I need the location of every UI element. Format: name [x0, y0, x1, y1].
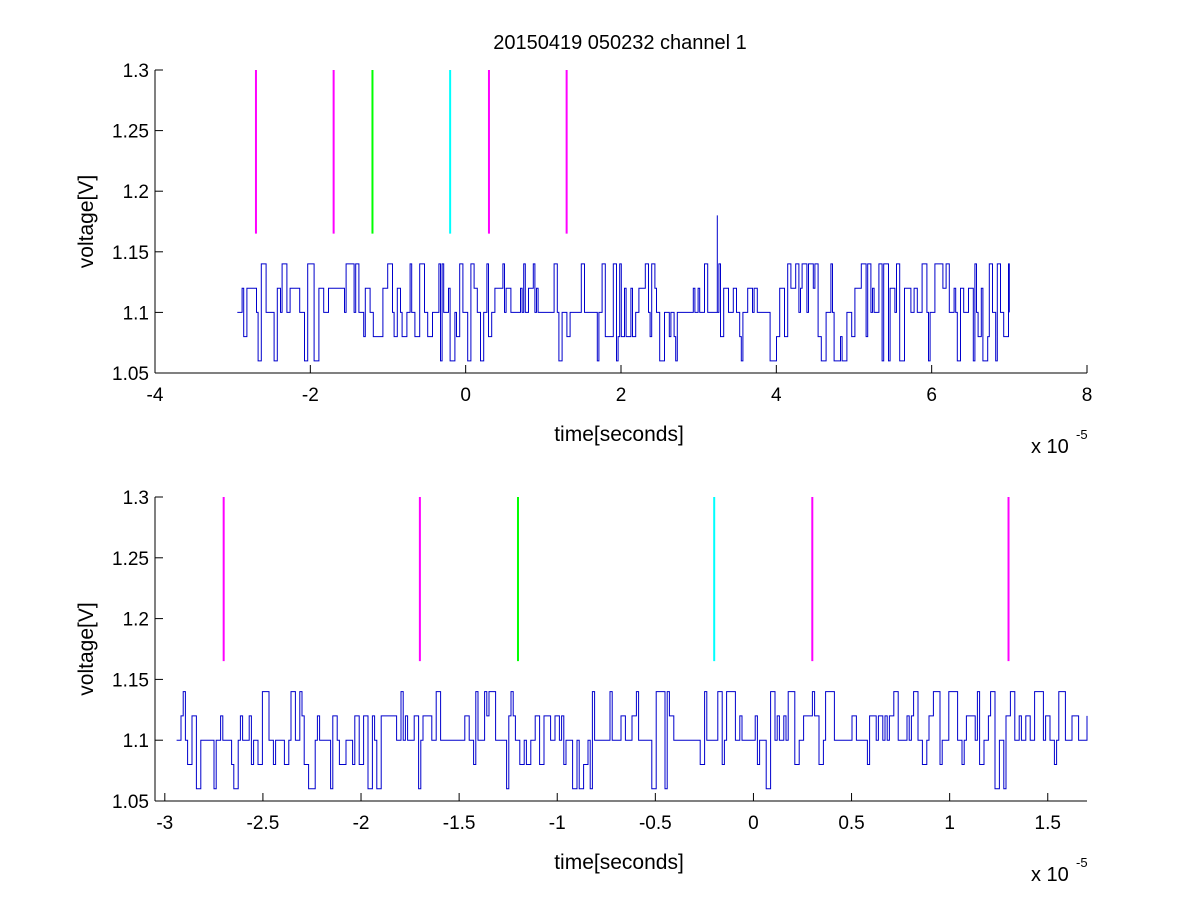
x-tick-label: 1.5 [1035, 813, 1061, 834]
x-tick-label: -4 [147, 385, 164, 406]
y-tick-label: 1.3 [123, 61, 149, 82]
y-tick-label: 1.25 [112, 122, 149, 143]
x-axis-label: time[seconds] [554, 851, 684, 874]
y-tick-label: 1.05 [112, 364, 149, 385]
y-tick-label: 1.1 [123, 731, 149, 752]
y-tick-label: 1.3 [123, 488, 149, 509]
x-exponent-base: x 10 [1031, 864, 1069, 886]
bottom-plot: 1.05 1.1 1.15 1.2 1.25 1.3 -3 -2.5 -2 -1.5 -1 -0.5 0… [75, 488, 1088, 886]
y-tick-label: 1.25 [112, 549, 149, 570]
y-tick-label: 1.2 [123, 182, 149, 203]
x-tick-label: -2 [302, 385, 319, 406]
y-tick-label: 1.15 [112, 670, 149, 691]
x-tick-label: 1 [944, 813, 955, 834]
y-tick-label: 1.05 [112, 792, 149, 813]
x-tick-label: -1 [549, 813, 566, 834]
x-tick-label: 2 [616, 385, 627, 406]
x-exponent-base: x 10 [1031, 436, 1069, 458]
x-tick-label: -3 [156, 813, 173, 834]
x-tick-label: -2.5 [247, 813, 280, 834]
x-tick-label: 0.5 [838, 813, 864, 834]
x-tick-label: -1.5 [443, 813, 476, 834]
voltage-trace [237, 215, 1010, 362]
x-tick-label: 8 [1082, 385, 1093, 406]
x-axis-label: time[seconds] [554, 423, 684, 446]
top-plot: 1.05 1.1 1.15 1.2 1.25 1.3 -4 -2 0 2 4 6 8 time[secon… [75, 61, 1092, 458]
y-axis-label: voltage[V] [75, 602, 98, 695]
x-tick-label: 0 [460, 385, 471, 406]
figure-title: 20150419 050232 channel 1 [493, 32, 747, 54]
x-tick-label: 6 [926, 385, 937, 406]
y-tick-label: 1.2 [123, 610, 149, 631]
x-exponent-power: -5 [1076, 427, 1088, 442]
x-tick-label: -2 [353, 813, 370, 834]
y-tick-label: 1.1 [123, 303, 149, 324]
voltage-trace [176, 691, 1088, 790]
x-tick-label: -0.5 [639, 813, 672, 834]
x-tick-label: 0 [748, 813, 759, 834]
x-exponent-power: -5 [1076, 855, 1088, 870]
y-tick-label: 1.15 [112, 243, 149, 264]
y-axis-label: voltage[V] [75, 175, 98, 268]
x-tick-label: 4 [771, 385, 782, 406]
